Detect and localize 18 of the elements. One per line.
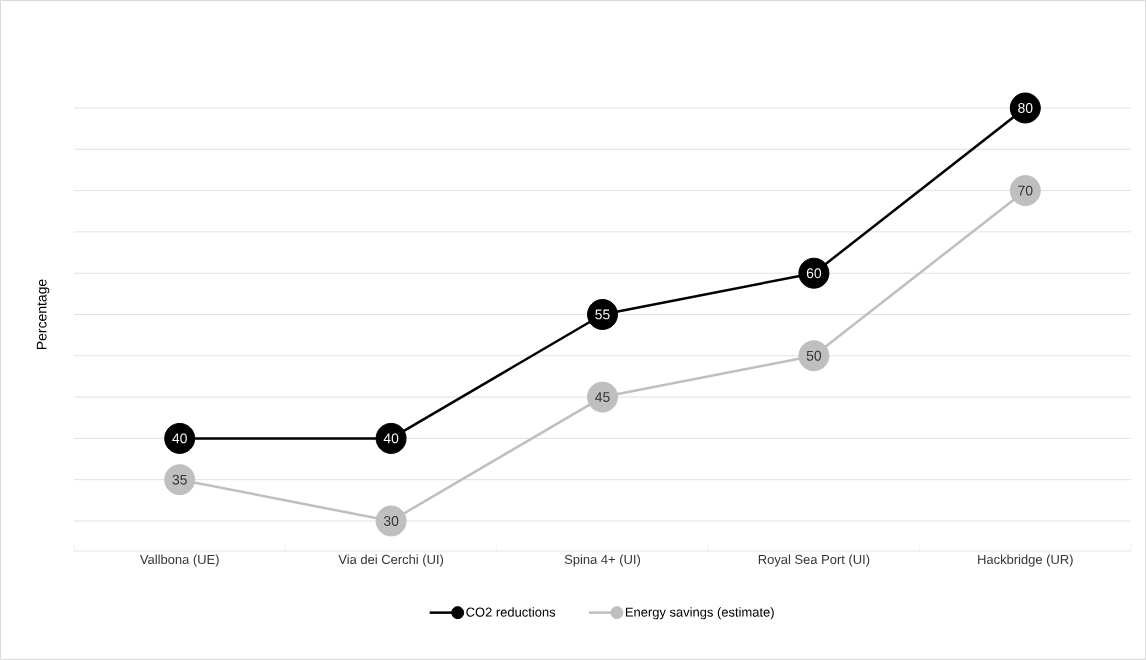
- data-label: 45: [595, 392, 610, 402]
- data-label: 40: [172, 433, 187, 444]
- data-label: 35: [172, 474, 187, 485]
- data-label: 30: [383, 516, 399, 526]
- x-tick-label: Via dei Cerchi (UI): [338, 554, 444, 567]
- data-label: 60: [806, 268, 822, 279]
- legend-label: CO2 reductions: [466, 607, 556, 617]
- x-tick-label: Royal Sea Port (UI): [758, 554, 870, 567]
- data-label: 70: [1018, 185, 1033, 196]
- data-label: 55: [595, 309, 610, 320]
- x-tick-label: Vallbona (UE): [139, 554, 219, 567]
- x-tick-label: Spina 4+ (UI): [564, 554, 641, 567]
- data-label: 80: [1018, 103, 1033, 113]
- data-label: 50: [806, 350, 822, 361]
- y-axis-title: Percentage: [36, 279, 50, 350]
- data-label: 40: [383, 433, 399, 444]
- x-tick-label: Hackbridge (UR): [978, 554, 1073, 567]
- legend-label: Energy savings (estimate): [625, 607, 774, 620]
